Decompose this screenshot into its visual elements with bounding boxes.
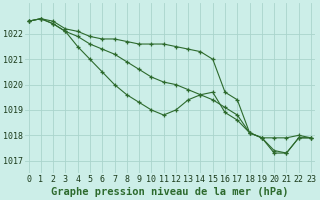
X-axis label: Graphe pression niveau de la mer (hPa): Graphe pression niveau de la mer (hPa)	[51, 186, 289, 197]
